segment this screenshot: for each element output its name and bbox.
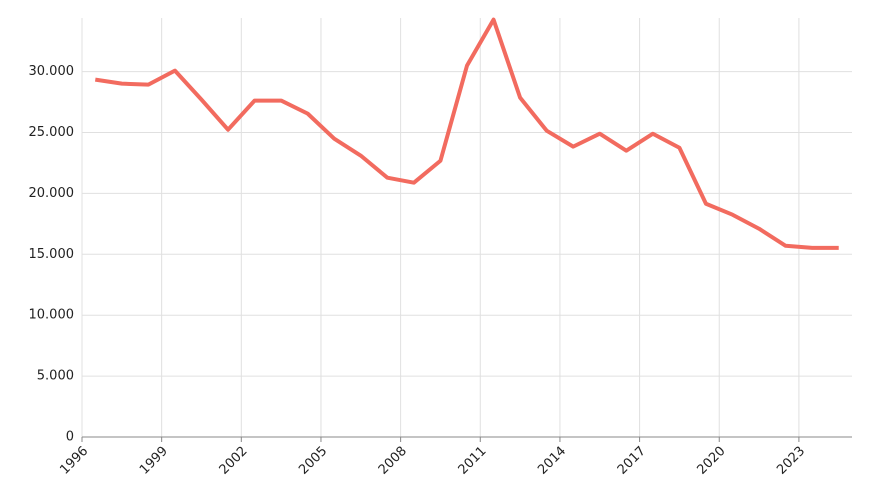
x-tick-label: 2002 [217, 444, 251, 478]
x-tick-label: 2020 [695, 444, 729, 478]
y-tick-label: 0 [66, 430, 74, 445]
x-tick-label: 2008 [376, 444, 410, 478]
x-tick-label: 2023 [774, 444, 808, 478]
x-tick-label: 1996 [57, 444, 91, 478]
y-tick-label: 25.000 [29, 125, 75, 140]
x-tick-label: 2011 [456, 444, 490, 478]
y-tick-label: 15.000 [29, 247, 75, 262]
y-tick-label: 10.000 [29, 308, 75, 323]
y-tick-label: 20.000 [29, 186, 75, 201]
x-tick-label: 2005 [296, 444, 330, 478]
y-tick-label: 5.000 [37, 369, 74, 384]
y-tick-label: 30.000 [29, 64, 75, 79]
x-tick-label: 1999 [137, 444, 171, 478]
x-tick-label: 2017 [615, 444, 649, 478]
line [94, 17, 839, 250]
x-tick-label: 2014 [535, 444, 569, 478]
